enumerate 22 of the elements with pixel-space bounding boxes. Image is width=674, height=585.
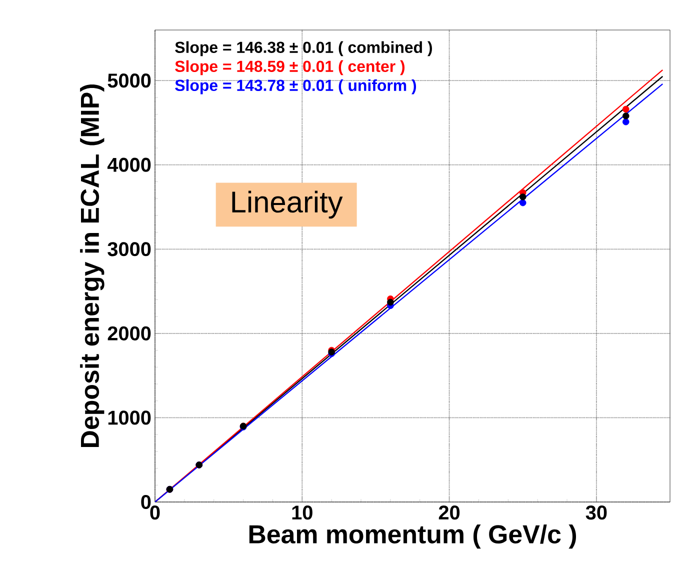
x-tick-label: 10 xyxy=(292,506,312,520)
text: Slope = 146.38 ± 0.01 ( combined ) xyxy=(175,41,432,56)
text: Slope = 148.59 ± 0.01 ( center ) xyxy=(175,60,405,76)
annotation: Linearity xyxy=(232,190,343,219)
point xyxy=(622,112,630,120)
x-axis-title: Beam momentum ( GeV/c ) xyxy=(249,524,576,549)
y-tick-label: 3000 xyxy=(108,242,151,256)
x-tick-label: 0 xyxy=(150,506,160,520)
y-tick-label: 5000 xyxy=(108,74,151,88)
y-tick-label: 4000 xyxy=(107,158,151,172)
point xyxy=(622,118,630,126)
y-axis-title: Deposit energy in ECAL (MIP) xyxy=(80,84,104,448)
x-tick-label: 20 xyxy=(438,506,460,520)
point xyxy=(519,193,526,200)
point xyxy=(387,298,394,306)
point xyxy=(622,106,630,113)
y-tick-label: 0 xyxy=(141,494,151,510)
point xyxy=(519,199,526,206)
y-tick-label: 1000 xyxy=(108,410,151,425)
x-tick-label: 30 xyxy=(586,506,607,520)
y-tick-label: 2000 xyxy=(108,326,151,340)
text: Slope = 143.78 ± 0.01 ( uniform ) xyxy=(175,79,416,94)
